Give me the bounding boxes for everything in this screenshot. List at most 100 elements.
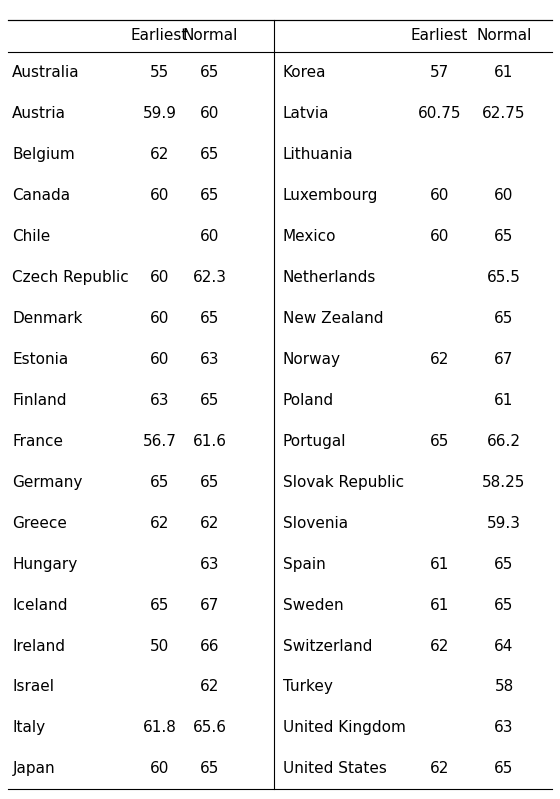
- Text: 64: 64: [494, 638, 514, 654]
- Text: 61: 61: [494, 392, 514, 407]
- Text: 65: 65: [200, 311, 220, 326]
- Text: Latvia: Latvia: [283, 106, 329, 121]
- Text: 60: 60: [150, 270, 169, 284]
- Text: Earliest: Earliest: [411, 29, 468, 43]
- Text: Estonia: Estonia: [12, 352, 68, 367]
- Text: Normal: Normal: [477, 29, 531, 43]
- Text: 61.8: 61.8: [143, 721, 176, 735]
- Text: Netherlands: Netherlands: [283, 270, 376, 284]
- Text: Finland: Finland: [12, 392, 67, 407]
- Text: 65: 65: [200, 761, 220, 777]
- Text: Poland: Poland: [283, 392, 334, 407]
- Text: 60: 60: [430, 229, 449, 244]
- Text: 65.5: 65.5: [487, 270, 521, 284]
- Text: 65: 65: [150, 475, 169, 490]
- Text: 61: 61: [430, 598, 449, 613]
- Text: 65: 65: [494, 761, 514, 777]
- Text: 60: 60: [150, 311, 169, 326]
- Text: Australia: Australia: [12, 65, 80, 80]
- Text: 65: 65: [494, 557, 514, 571]
- Text: 59.3: 59.3: [487, 515, 521, 531]
- Text: Luxembourg: Luxembourg: [283, 188, 378, 203]
- Text: Spain: Spain: [283, 557, 325, 571]
- Text: 62: 62: [430, 352, 449, 367]
- Text: 62: 62: [430, 638, 449, 654]
- Text: Korea: Korea: [283, 65, 326, 80]
- Text: 63: 63: [150, 392, 169, 407]
- Text: 63: 63: [200, 557, 220, 571]
- Text: 60: 60: [494, 188, 514, 203]
- Text: 65: 65: [150, 598, 169, 613]
- Text: Slovenia: Slovenia: [283, 515, 348, 531]
- Text: 59.9: 59.9: [143, 106, 176, 121]
- Text: Norway: Norway: [283, 352, 341, 367]
- Text: Chile: Chile: [12, 229, 50, 244]
- Text: 61.6: 61.6: [193, 434, 227, 449]
- Text: 56.7: 56.7: [143, 434, 176, 449]
- Text: Earliest: Earliest: [131, 29, 188, 43]
- Text: 60: 60: [200, 106, 220, 121]
- Text: New Zealand: New Zealand: [283, 311, 383, 326]
- Text: United States: United States: [283, 761, 386, 777]
- Text: 60: 60: [200, 229, 220, 244]
- Text: 50: 50: [150, 638, 169, 654]
- Text: 62.3: 62.3: [193, 270, 227, 284]
- Text: 63: 63: [494, 721, 514, 735]
- Text: 65: 65: [494, 229, 514, 244]
- Text: 66: 66: [200, 638, 220, 654]
- Text: 65: 65: [494, 311, 514, 326]
- Text: 60: 60: [430, 188, 449, 203]
- Text: 63: 63: [200, 352, 220, 367]
- Text: 57: 57: [430, 65, 449, 80]
- Text: Italy: Italy: [12, 721, 45, 735]
- Text: Canada: Canada: [12, 188, 71, 203]
- Text: 65: 65: [200, 475, 220, 490]
- Text: Portugal: Portugal: [283, 434, 346, 449]
- Text: Iceland: Iceland: [12, 598, 68, 613]
- Text: 65: 65: [430, 434, 449, 449]
- Text: 60.75: 60.75: [418, 106, 461, 121]
- Text: Hungary: Hungary: [12, 557, 78, 571]
- Text: 62: 62: [200, 515, 220, 531]
- Text: Czech Republic: Czech Republic: [12, 270, 129, 284]
- Text: 65: 65: [494, 598, 514, 613]
- Text: 62: 62: [150, 515, 169, 531]
- Text: 65: 65: [200, 65, 220, 80]
- Text: Sweden: Sweden: [283, 598, 343, 613]
- Text: Mexico: Mexico: [283, 229, 337, 244]
- Text: 60: 60: [150, 188, 169, 203]
- Text: Normal: Normal: [183, 29, 237, 43]
- Text: 58.25: 58.25: [482, 475, 526, 490]
- Text: Lithuania: Lithuania: [283, 147, 353, 162]
- Text: 62: 62: [430, 761, 449, 777]
- Text: United Kingdom: United Kingdom: [283, 721, 405, 735]
- Text: Germany: Germany: [12, 475, 83, 490]
- Text: Ireland: Ireland: [12, 638, 66, 654]
- Text: 60: 60: [150, 761, 169, 777]
- Text: 65: 65: [200, 392, 220, 407]
- Text: Japan: Japan: [12, 761, 55, 777]
- Text: 65: 65: [200, 188, 220, 203]
- Text: 55: 55: [150, 65, 169, 80]
- Text: 65: 65: [200, 147, 220, 162]
- Text: 62: 62: [150, 147, 169, 162]
- Text: Denmark: Denmark: [12, 311, 83, 326]
- Text: 62: 62: [200, 679, 220, 694]
- Text: Belgium: Belgium: [12, 147, 75, 162]
- Text: 67: 67: [494, 352, 514, 367]
- Text: 62.75: 62.75: [482, 106, 526, 121]
- Text: Israel: Israel: [12, 679, 54, 694]
- Text: 66.2: 66.2: [487, 434, 521, 449]
- Text: Greece: Greece: [12, 515, 67, 531]
- Text: 61: 61: [494, 65, 514, 80]
- Text: 60: 60: [150, 352, 169, 367]
- Text: 65.6: 65.6: [193, 721, 227, 735]
- Text: Turkey: Turkey: [283, 679, 333, 694]
- Text: Slovak Republic: Slovak Republic: [283, 475, 404, 490]
- Text: Switzerland: Switzerland: [283, 638, 372, 654]
- Text: 61: 61: [430, 557, 449, 571]
- Text: 67: 67: [200, 598, 220, 613]
- Text: Austria: Austria: [12, 106, 66, 121]
- Text: France: France: [12, 434, 63, 449]
- Text: 58: 58: [494, 679, 514, 694]
